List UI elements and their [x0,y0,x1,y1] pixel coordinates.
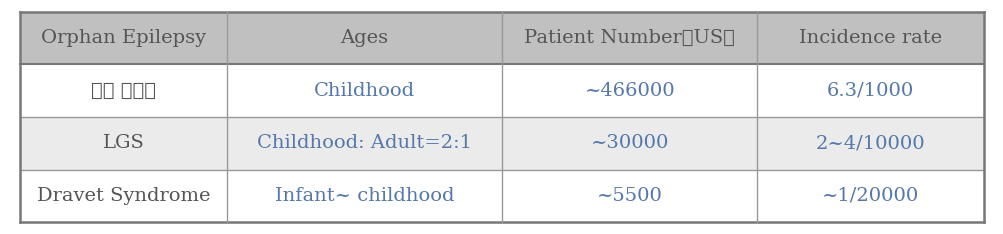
Text: Childhood: Adult=2:1: Childhood: Adult=2:1 [257,134,471,152]
Text: ~5500: ~5500 [596,187,662,205]
Bar [756,170,983,222]
Bar [756,64,983,117]
Text: ~30000: ~30000 [590,134,668,152]
Bar [20,12,227,64]
Text: Dravet Syndrome: Dravet Syndrome [37,187,211,205]
Text: Incidence rate: Incidence rate [798,29,941,47]
Text: Childhood: Childhood [314,82,415,100]
Bar [227,64,502,117]
Bar [227,117,502,170]
Text: ~1/20000: ~1/20000 [821,187,919,205]
Bar [756,117,983,170]
Text: ~466000: ~466000 [584,82,674,100]
Bar [227,170,502,222]
Text: 2~4/10000: 2~4/10000 [815,134,925,152]
Text: LGS: LGS [102,134,144,152]
Bar [502,170,756,222]
Bar [20,64,227,117]
Bar [227,12,502,64]
Text: Patient Number（US）: Patient Number（US） [524,29,734,47]
Bar [502,64,756,117]
Bar [502,12,756,64]
Bar [502,117,756,170]
Bar [20,170,227,222]
Text: Infant~ childhood: Infant~ childhood [275,187,454,205]
Text: Orphan Epilepsy: Orphan Epilepsy [41,29,206,47]
Bar [20,117,227,170]
Bar [756,12,983,64]
Text: 소아 뇌전증: 소아 뇌전증 [91,82,156,100]
Text: Ages: Ages [340,29,388,47]
Text: 6.3/1000: 6.3/1000 [826,82,914,100]
